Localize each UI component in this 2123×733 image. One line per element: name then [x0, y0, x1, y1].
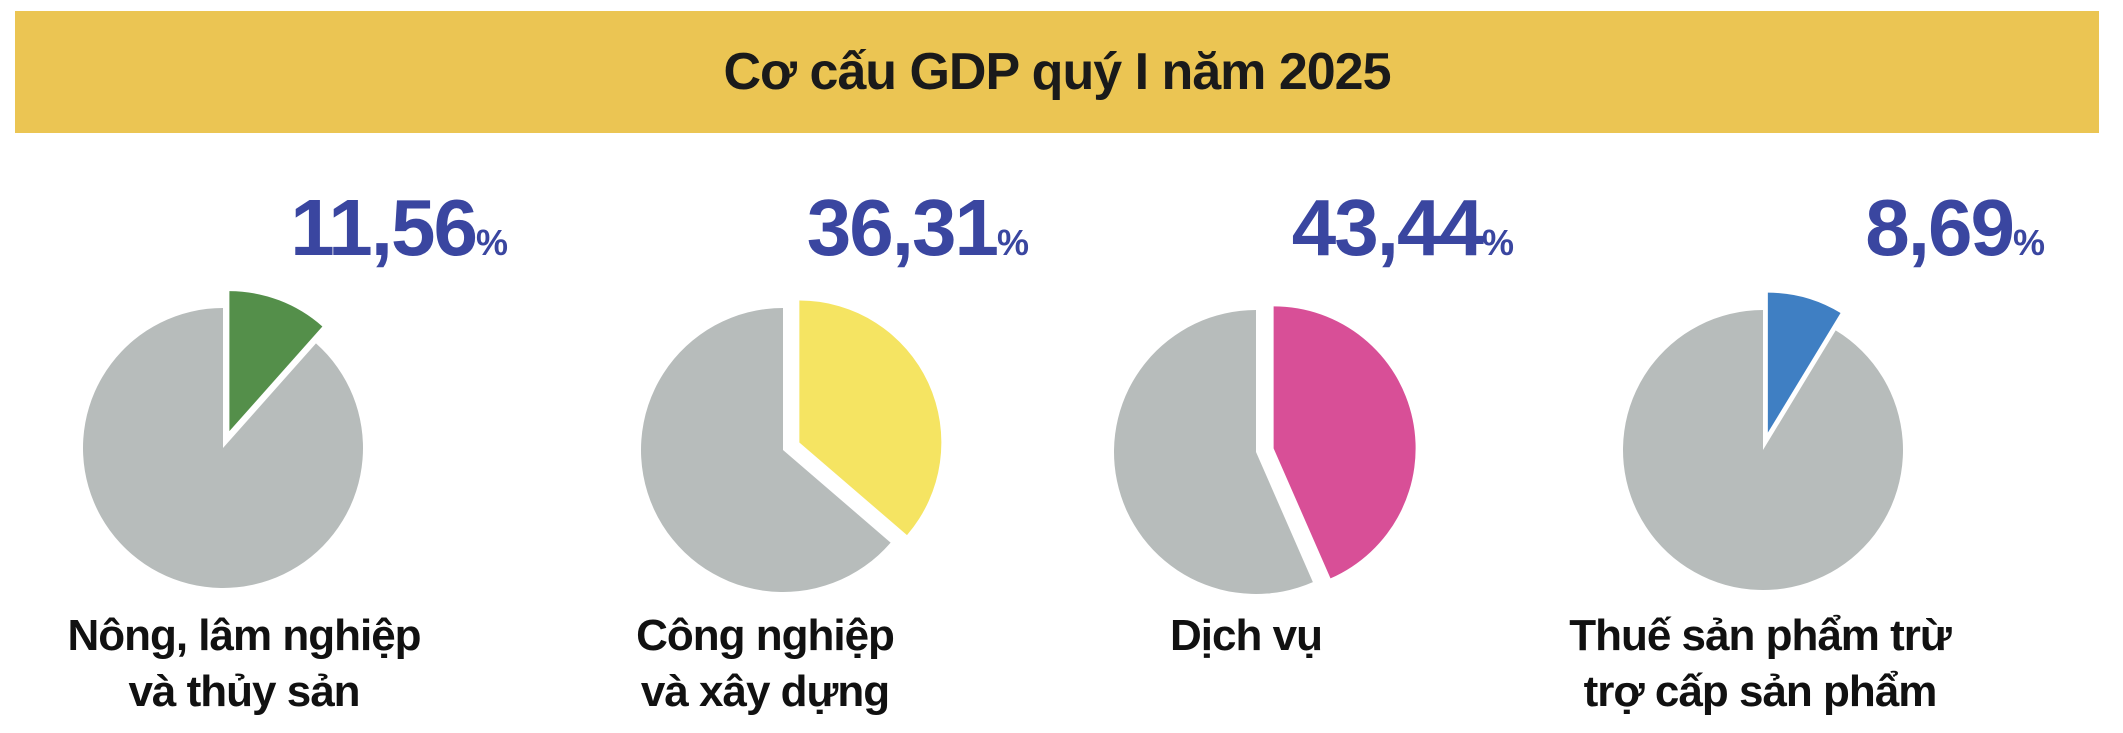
pie-rest: [83, 308, 364, 588]
category-label: Nông, lâm nghiệp và thủy sản: [67, 611, 421, 716]
value-label: 43,44%: [1292, 183, 1514, 272]
title: Cơ cấu GDP quý I năm 2025: [15, 11, 2099, 133]
value-label: 11,56%: [290, 183, 508, 272]
pie-slice: [1273, 306, 1416, 579]
value-label: 8,69%: [1865, 183, 2045, 272]
pie-rest: [1113, 310, 1313, 595]
category-label: Dịch vụ: [1170, 611, 1323, 660]
pie-rest: [1622, 310, 1903, 591]
pie-slice: [799, 300, 942, 536]
value-label: 36,31%: [807, 183, 1029, 272]
category-label: Thuế sản phẩm trừ trợ cấp sản phẩm: [1569, 611, 1952, 716]
category-label: Công nghiệp và xây dựng: [636, 611, 895, 716]
pie-rest: [641, 308, 891, 592]
pie-slice: [1767, 292, 1841, 433]
pie-slice: [229, 291, 323, 432]
